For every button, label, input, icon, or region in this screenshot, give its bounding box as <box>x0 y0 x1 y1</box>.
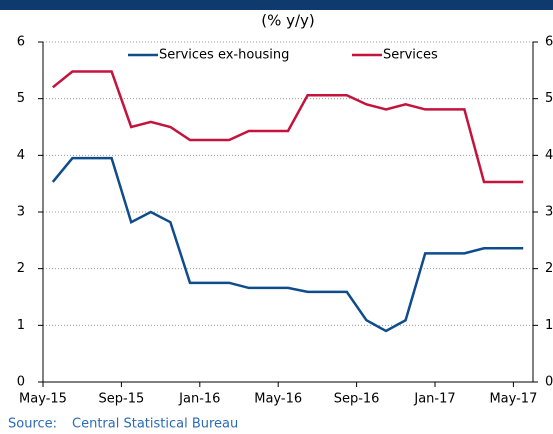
legend-label: Services ex-housing <box>159 48 289 63</box>
x-tick-label: Jan-17 <box>413 392 455 407</box>
x-tick-label: May-15 <box>19 392 67 407</box>
series-line <box>51 156 524 333</box>
y-tick-label: 4 <box>17 148 25 163</box>
y2-tick-label: 0 <box>545 375 553 390</box>
source: Central Statistical Bureau <box>72 417 238 432</box>
y2-tick-label: 4 <box>545 148 553 163</box>
y-tick-label: 3 <box>17 205 25 220</box>
series-line <box>52 70 524 184</box>
chart-subtitle: (% y/y) <box>261 12 315 30</box>
x-tick-label: Sep-15 <box>99 392 145 407</box>
title-bar <box>0 0 553 10</box>
y-tick-label: 5 <box>17 91 25 106</box>
y-tick-label: 6 <box>17 35 25 50</box>
y2-tick-label: 1 <box>545 318 553 333</box>
y2-tick-label: 5 <box>545 91 553 106</box>
source-label: Source: <box>8 417 57 432</box>
y2-tick-label: 2 <box>545 261 553 276</box>
y2-tick-label: 6 <box>545 35 553 50</box>
y2-tick-label: 3 <box>545 205 553 220</box>
y-tick-label: 1 <box>17 318 25 333</box>
y-tick-label: 2 <box>17 261 25 276</box>
legend-label: Services <box>383 48 438 63</box>
x-tick-label: Sep-16 <box>334 392 380 407</box>
y-tick-label: 0 <box>17 375 25 390</box>
x-tick-label: May-16 <box>254 392 302 407</box>
x-tick-label: Jan-16 <box>178 392 220 407</box>
x-tick-label: May-17 <box>489 392 537 407</box>
